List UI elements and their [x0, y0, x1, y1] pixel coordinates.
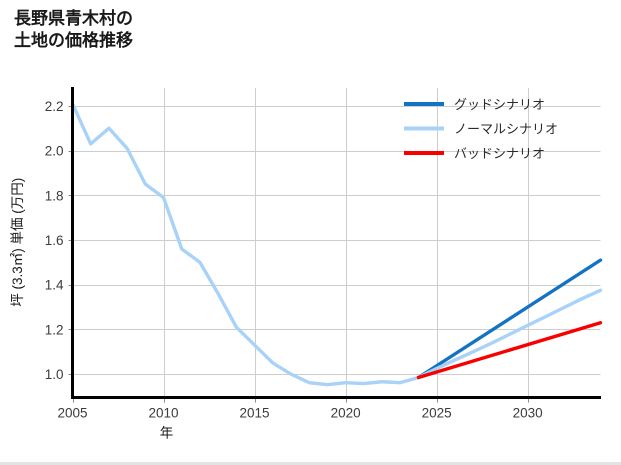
- legend-label-0: グッドシナリオ: [454, 97, 545, 112]
- x-axis-tick-labels: 2005 2010 2015 2020 2025 2030: [57, 406, 542, 421]
- x-tick-label: 2005: [57, 406, 87, 421]
- axis-spines: [71, 87, 601, 399]
- x-tick-label: 2030: [513, 406, 543, 421]
- series-group: [70, 101, 603, 387]
- y-tick-label: 2.0: [45, 144, 64, 159]
- x-axis-title: 年: [160, 426, 174, 441]
- y-tick-label: 1.2: [45, 322, 64, 337]
- y-tick-label: 2.2: [45, 99, 64, 114]
- chart-title: 長野県青木村の 土地の価格推移: [14, 9, 133, 51]
- legend-label-1: ノーマルシナリオ: [454, 122, 558, 137]
- series-line-good: [416, 258, 603, 380]
- y-tick-label: 1.0: [45, 367, 64, 382]
- y-tick-label: 1.6: [45, 233, 64, 248]
- series-line-normal: [70, 101, 603, 387]
- axis-titles-group: 年 坪 (3.3㎡) 単価 (万円): [10, 178, 173, 441]
- y-axis-title: 坪 (3.3㎡) 単価 (万円): [10, 178, 25, 307]
- legend-label-2: バッドシナリオ: [454, 146, 545, 161]
- x-tick-label: 2025: [422, 406, 452, 421]
- x-tick-label: 2010: [149, 406, 179, 421]
- y-axis-tick-labels: 1.0 1.2 1.4 1.6 1.8 2.0 2.2: [45, 99, 64, 382]
- x-tick-label: 2020: [331, 406, 361, 421]
- y-tick-label: 1.8: [45, 188, 64, 203]
- x-tick-label: 2015: [240, 406, 270, 421]
- series-line-bad: [416, 321, 603, 380]
- y-tick-label: 1.4: [45, 278, 64, 293]
- gridlines-group: [72, 88, 601, 397]
